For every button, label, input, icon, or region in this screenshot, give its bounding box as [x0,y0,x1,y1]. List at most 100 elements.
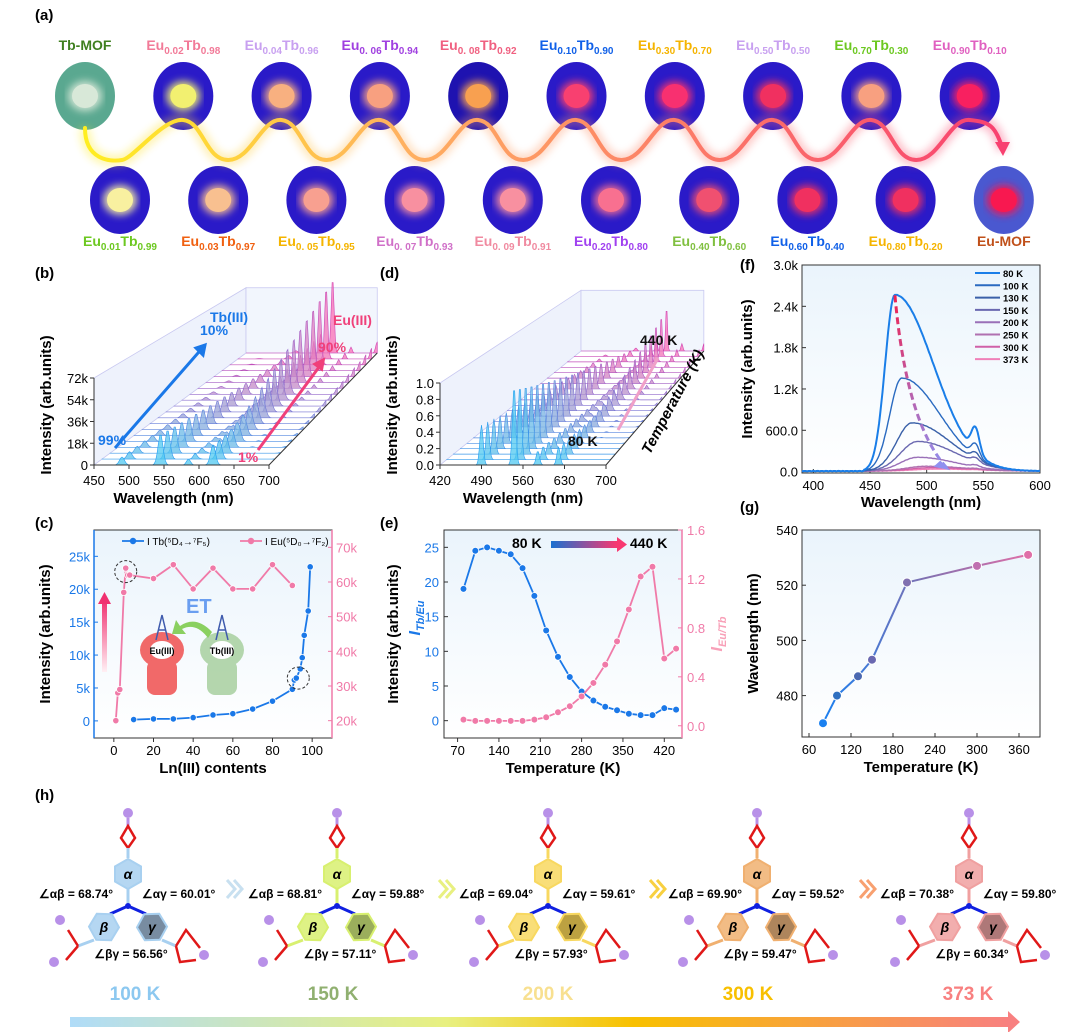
y-left-tick-label: 20k [69,582,90,597]
label-part: Tb [808,233,825,249]
label-part: 0.01 [101,242,121,253]
sample-photo [973,166,1034,234]
x-tick-label: 240 [924,742,946,757]
x-axis-label: Wavelength (nm) [861,494,981,511]
temperature-arrowhead [1008,1011,1020,1032]
composition-label: Eu0.30Tb0.70 [638,37,712,57]
y-left-tick-label: 25 [425,540,439,555]
temperature-label: 100 K [110,984,161,1005]
chevron-icon [858,879,878,899]
ring-label-beta: β [728,919,738,935]
series-0-point [613,706,621,715]
panel-label-a: (a) [35,7,53,24]
series-0-point [636,711,645,719]
label-part: Tb [318,233,335,249]
label-part: Eu [834,37,852,53]
metal-atom [332,808,342,818]
series-0-point [483,543,491,552]
label-part: 0.97 [236,242,256,253]
sample-photo [153,62,214,130]
y-right-tick-label: 0.0 [687,719,705,734]
label-part: 0.91 [532,242,552,253]
plot-frame [801,264,1041,474]
x-tick-label: 630 [554,473,576,488]
ring-beta [296,912,330,942]
sample-photo [581,166,641,234]
label-part: Tb [710,233,727,249]
x-axis-label: Temperature (K) [506,760,621,777]
angle-alpha-gamma: ∠αγ = 59.88° [351,887,425,901]
bond [968,904,988,916]
legend-label: 250 K [1003,331,1028,342]
carboxylate-oxygen [803,927,830,964]
ring-label-beta: β [99,919,109,935]
label-part: 0.10 [987,46,1007,57]
y-right-tick-label: 30k [336,679,357,694]
composition-label: Eu0.90Tb0.10 [933,37,1007,57]
label-part: 0.50 [754,46,774,57]
photo-sample [465,84,492,108]
energy-transfer-label: ET [186,596,212,618]
series-1-point [518,717,527,725]
trend-arrow [893,295,949,470]
series-0-line [133,566,312,721]
y-left-tick-label: 15 [425,610,439,625]
series-1-point [506,717,515,725]
y-tick-label: 0.4 [416,425,434,440]
ring-label-beta: β [940,919,950,935]
photo-sample [170,84,197,108]
label-part: Tb [515,233,532,249]
carboxylate-oxygen [274,929,289,961]
bond [547,904,567,916]
bond [918,938,936,948]
series-1-point [249,585,257,593]
eu-start-label: 1% [238,449,259,465]
y-right-tick-label: 1.2 [687,572,705,587]
range-start-label: 80 K [512,535,542,551]
photo-sample [598,188,624,212]
legend-label: 200 K [1003,318,1028,329]
series-point [1023,549,1034,560]
wave-arrowhead [995,142,1010,156]
metal-atom [828,950,838,960]
composition-label: Eu0. 05Tb0.95 [278,233,355,253]
photo-sample [892,188,919,212]
angle-alpha-gamma: ∠αγ = 60.01° [142,887,216,901]
y-right-tick-label: 70k [336,540,357,555]
carboxylate-oxygen [383,927,410,964]
bond [950,904,970,916]
angle-alpha-gamma: ∠αγ = 59.61° [562,887,636,901]
y-tick-label: 18k [67,436,88,451]
label-part: 0. 06 [359,46,382,57]
x-tick-label: 550 [153,473,175,488]
metal-atom [543,808,553,818]
x-axis-label: Wavelength (nm) [463,490,583,507]
x-tick-label: 300 [966,742,988,757]
label-part: Tb [184,37,201,53]
y-right-tick-label: 1.6 [687,523,705,538]
series-1-point [229,585,237,593]
sample-photo [188,166,249,234]
molecule-structure: α β γ ∠αβ = 68.74° ∠αγ = 60.01° ∠βγ = 56.56° [39,808,216,967]
bond [127,904,147,916]
y-tick-label: 600.0 [765,423,798,438]
ring-label-beta: β [519,919,529,935]
label-part: 0.60 [727,242,747,253]
range-arrowhead [617,537,627,552]
sample-photo [841,62,902,130]
figure-body [147,660,177,695]
y-left-tick-label: 25k [69,549,90,564]
y-tick-label: 1.0 [416,376,434,391]
angle-alpha-beta: ∠αβ = 69.04° [459,887,533,901]
metal-atom [896,915,906,925]
photo-sample [366,84,393,108]
legend-marker [247,537,255,545]
plot-g: 60 120 180 240 300 360 480 500 520 540 Temperature… [745,523,1041,776]
bond [336,904,356,916]
x-tick-label: 550 [972,478,994,493]
series-1-point [565,702,574,710]
x-tick-label: 60 [226,743,240,758]
label-part: Eu [440,37,458,53]
t-high-label: 440 K [640,332,677,348]
